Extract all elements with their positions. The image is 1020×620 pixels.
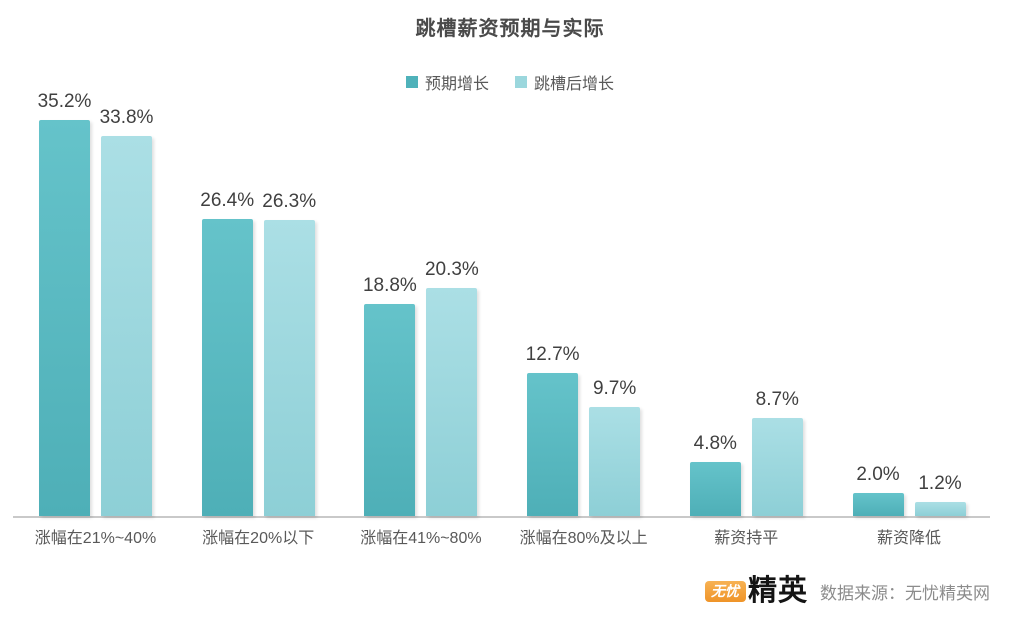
chart-title: 跳槽薪资预期与实际: [415, 18, 605, 40]
bar-跳槽后增长-薪资降低: [914, 502, 966, 516]
x-axis-label-涨幅在20%以下: 涨幅在20%以下: [202, 530, 315, 547]
bar-预期增长-涨幅在21%~40%: [39, 120, 90, 516]
bar-跳槽后增长-涨幅在21%~40%: [101, 136, 152, 516]
value-label-跳槽后增长-涨幅在41%~80%: 20.3%: [424, 259, 479, 280]
legend-item-expected-growth: 预期增长: [405, 70, 489, 94]
value-label-预期增长-涨幅在41%~80%: 18.8%: [362, 275, 417, 296]
x-axis-label-涨幅在21%~40%: 涨幅在21%~40%: [34, 530, 157, 547]
value-label-跳槽后增长-涨幅在80%及以上: 9.7%: [592, 378, 637, 399]
x-axis-label-薪资持平: 薪资持平: [714, 530, 779, 547]
value-label-跳槽后增长-薪资持平: 8.7%: [755, 389, 799, 410]
value-label-跳槽后增长-涨幅在21%~40%: 33.8%: [99, 107, 154, 128]
bar-预期增长-涨幅在20%以下: [201, 219, 253, 516]
value-label-预期增长-涨幅在80%及以上: 12.7%: [525, 344, 580, 365]
bar-预期增长-薪资降低: [852, 493, 904, 516]
value-label-预期增长-涨幅在20%以下: 26.4%: [200, 190, 255, 211]
x-axis-labels: 涨幅在21%~40% 涨幅在20%以下 涨幅在41%~80% 涨幅在80%及以上 薪资持…: [13, 524, 990, 548]
logo: 无忧 精英: [704, 574, 808, 607]
footer: 无忧 精英 数据来源：无忧精英网: [704, 570, 990, 612]
bar-预期增长-涨幅在41%~80%: [364, 304, 416, 516]
value-label-跳槽后增长-薪资降低: 1.2%: [918, 473, 962, 494]
legend: 预期增长 跳槽后增长: [0, 70, 1020, 94]
value-label-预期增长-涨幅在21%~40%: 35.2%: [37, 91, 92, 112]
bar-跳槽后增长-涨幅在20%以下: [263, 220, 315, 516]
bar-跳槽后增长-涨幅在80%及以上: [589, 407, 641, 516]
logo-badge: 无忧: [704, 580, 746, 602]
value-label-预期增长-薪资降低: 2.0%: [856, 464, 900, 485]
bar-预期增长-涨幅在80%及以上: [527, 373, 579, 516]
bar-跳槽后增长-薪资持平: [751, 418, 803, 516]
x-axis-label-涨幅在41%~80%: 涨幅在41%~80%: [360, 530, 482, 547]
legend-item-after-jump-growth: 跳槽后增长: [515, 70, 614, 94]
bar-跳槽后增长-涨幅在41%~80%: [426, 288, 478, 516]
value-label-预期增长-薪资持平: 4.8%: [693, 433, 737, 454]
bar-预期增长-薪资持平: [689, 462, 741, 516]
value-label-跳槽后增长-涨幅在20%以下: 26.3%: [262, 191, 317, 212]
data-source-text: 数据来源：无忧精英网: [820, 583, 990, 603]
legend-label-expected-growth: 预期增长: [424, 76, 489, 93]
x-axis-line: [13, 516, 990, 518]
legend-swatch-after-jump-growth: [515, 76, 527, 88]
legend-label-after-jump-growth: 跳槽后增长: [534, 76, 615, 93]
legend-swatch-expected-growth: [405, 76, 418, 88]
x-axis-label-薪资降低: 薪资降低: [876, 530, 942, 547]
logo-text: 精英: [747, 574, 808, 607]
plot-area: 35.2% 33.8% 26.4% 26.3% 18.8% 20.3% 12.7% 9.7% 4…: [13, 91, 990, 518]
x-axis-label-涨幅在80%及以上: 涨幅在80%及以上: [519, 530, 648, 547]
